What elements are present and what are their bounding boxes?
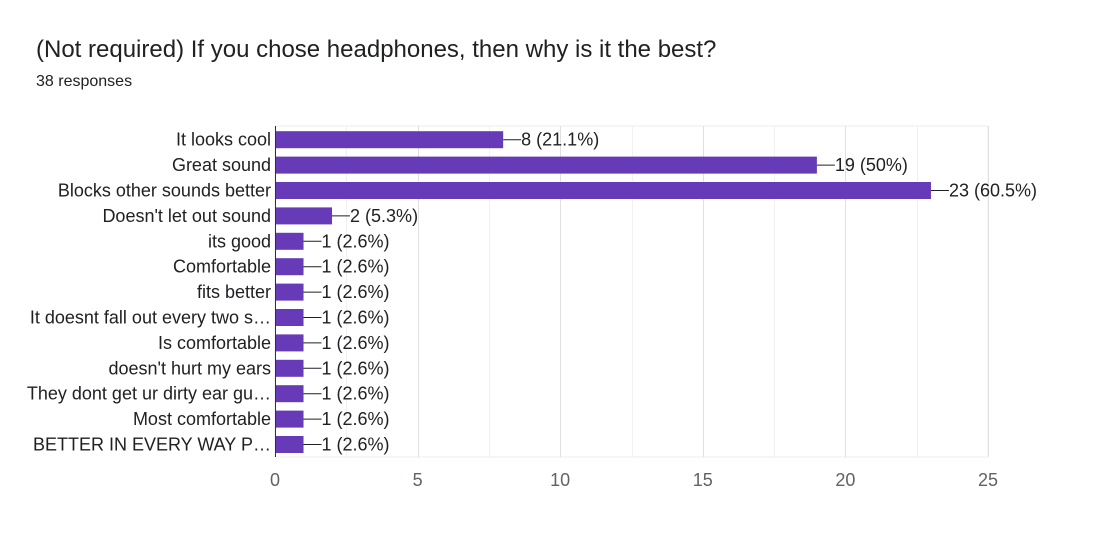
x-tick-label: 10 <box>550 470 570 490</box>
value-label: 1 (2.6%) <box>322 308 390 328</box>
bar <box>275 283 304 301</box>
category-label: They dont get ur dirty ear gu… <box>27 384 271 404</box>
x-tick-label: 25 <box>978 470 998 490</box>
response-count: 38 responses <box>36 73 133 90</box>
bar <box>275 258 304 276</box>
category-label: Most comfortable <box>133 409 271 429</box>
value-label: 23 (60.5%) <box>949 181 1037 201</box>
value-label: 1 (2.6%) <box>322 231 390 251</box>
bar <box>275 131 504 149</box>
value-label: 1 (2.6%) <box>322 358 390 378</box>
category-label: Doesn't let out sound <box>102 206 271 226</box>
category-label: fits better <box>197 282 271 302</box>
x-tick-label: 5 <box>413 470 423 490</box>
category-label: Comfortable <box>173 257 271 277</box>
bar <box>275 182 931 199</box>
category-label: It doesnt fall out every two s… <box>30 308 271 328</box>
value-label: 19 (50%) <box>835 155 908 175</box>
category-label: Is comfortable <box>158 333 271 353</box>
value-label: 1 (2.6%) <box>322 409 390 429</box>
x-tick-label: 0 <box>270 470 280 490</box>
category-label: BETTER IN EVERY WAY P… <box>33 435 271 455</box>
category-label: It looks cool <box>176 130 271 150</box>
value-label: 2 (5.3%) <box>350 206 418 226</box>
category-label: its good <box>208 231 271 251</box>
value-label: 1 (2.6%) <box>322 333 390 353</box>
bar <box>275 156 817 174</box>
category-label: doesn't hurt my ears <box>108 358 271 378</box>
category-label: Blocks other sounds better <box>58 181 271 201</box>
value-label: 8 (21.1%) <box>521 130 599 150</box>
value-label: 1 (2.6%) <box>322 435 390 455</box>
value-label: 1 (2.6%) <box>322 384 390 404</box>
value-label: 1 (2.6%) <box>322 282 390 302</box>
chart-title: (Not required) If you chose headphones, … <box>36 36 717 63</box>
bar <box>275 359 304 377</box>
bar <box>275 436 304 453</box>
bar <box>275 309 304 326</box>
x-tick-label: 20 <box>835 470 855 490</box>
value-label: 1 (2.6%) <box>322 257 390 277</box>
bar <box>275 207 333 225</box>
bar <box>275 385 304 403</box>
category-label: Great sound <box>172 155 271 175</box>
bar <box>275 410 304 428</box>
x-tick-label: 15 <box>693 470 713 490</box>
bar <box>275 334 304 352</box>
bar <box>275 232 304 250</box>
